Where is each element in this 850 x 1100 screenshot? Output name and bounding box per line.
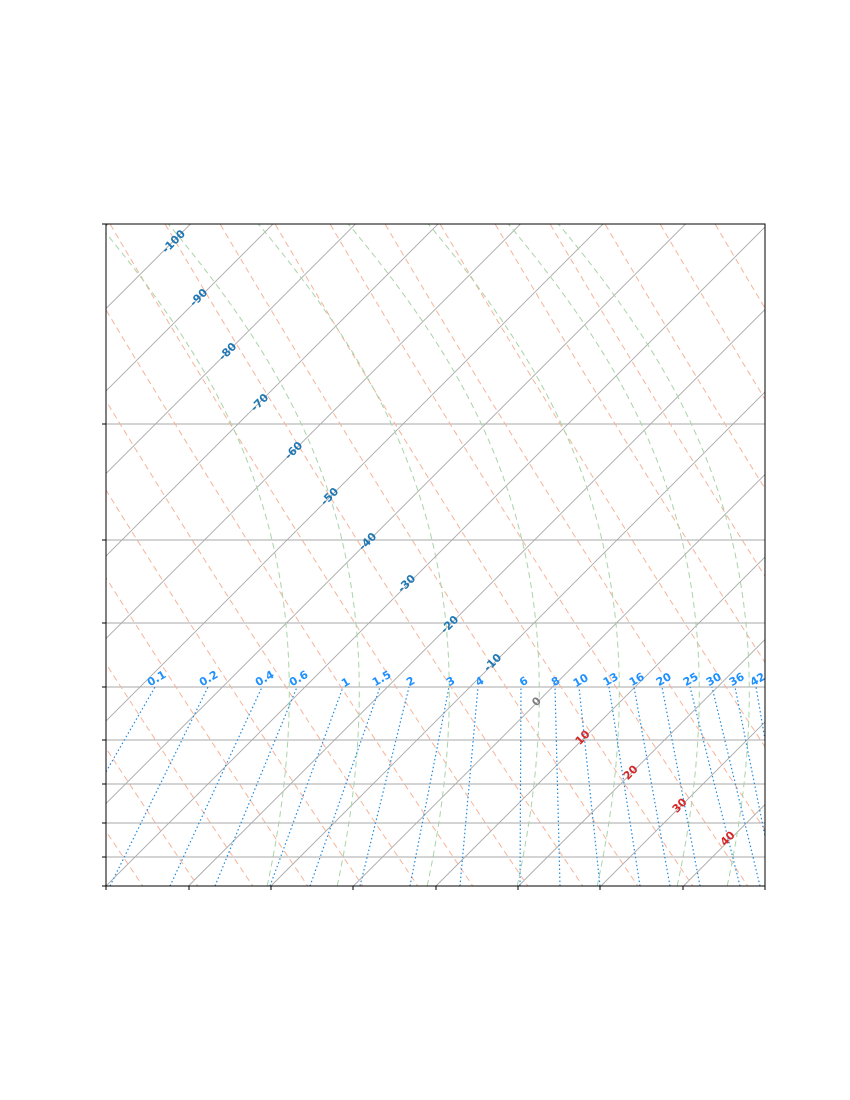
dry-adiabat-line xyxy=(604,224,765,490)
mixing-ratio-line xyxy=(755,686,765,744)
moist-adiabat-line xyxy=(557,224,750,886)
dry-adiabat-line xyxy=(274,224,694,886)
plot-lines xyxy=(106,224,765,886)
isotherm-line xyxy=(106,224,274,392)
mixing-ratio-line xyxy=(459,686,479,886)
dry-adiabat-line xyxy=(714,224,765,310)
isotherm-line xyxy=(106,224,439,557)
axis-ticks xyxy=(102,223,766,890)
dry-adiabat-line xyxy=(329,224,749,886)
dry-adiabat-line xyxy=(549,224,765,578)
isotherm-line xyxy=(518,638,765,886)
isotherm-line xyxy=(106,224,522,640)
isotherm-line xyxy=(106,224,357,475)
mixing-ratio-line xyxy=(633,686,671,886)
mixing-ratio-line xyxy=(554,686,561,886)
isotherm-line xyxy=(106,226,765,886)
mixing-ratio-line xyxy=(409,686,450,886)
mixing-ratio-line xyxy=(734,686,765,840)
dry-adiabat-line xyxy=(384,224,765,831)
dry-adiabat-line xyxy=(106,662,254,886)
dry-adiabat-line xyxy=(106,399,419,886)
isotherm-line xyxy=(435,556,765,886)
dry-adiabat-line xyxy=(219,224,639,886)
dry-adiabat-line xyxy=(659,224,765,401)
dry-adiabat-line xyxy=(106,576,309,886)
dry-adiabat-line xyxy=(106,489,364,886)
dry-adiabat-line xyxy=(106,308,474,886)
isotherm-line xyxy=(106,224,687,805)
mixing-ratio-line xyxy=(109,686,209,886)
isotherm-line xyxy=(270,391,765,886)
isotherm-line xyxy=(106,224,604,722)
moist-adiabat-line xyxy=(427,224,620,886)
mixing-ratio-line xyxy=(578,686,601,886)
mixing-ratio-line xyxy=(608,686,641,886)
isotherm-line xyxy=(188,308,765,886)
moist-adiabat-line xyxy=(347,224,540,886)
mixing-ratio-line xyxy=(309,686,381,886)
moist-adiabat-line xyxy=(167,224,360,886)
moist-adiabat-line xyxy=(106,232,290,886)
moist-adiabat-line xyxy=(257,224,450,886)
dry-adiabat-line xyxy=(494,224,765,664)
mixing-ratio-line xyxy=(169,686,263,886)
dry-adiabat-line xyxy=(106,747,199,886)
isotherm-line xyxy=(106,224,192,310)
mixing-ratio-line xyxy=(519,686,522,886)
dry-adiabat-line xyxy=(164,224,584,886)
moist-adiabat-line xyxy=(507,224,700,886)
mixing-ratio-line xyxy=(269,686,344,886)
isotherm-line xyxy=(600,721,765,886)
mixing-ratio-line xyxy=(661,686,701,886)
